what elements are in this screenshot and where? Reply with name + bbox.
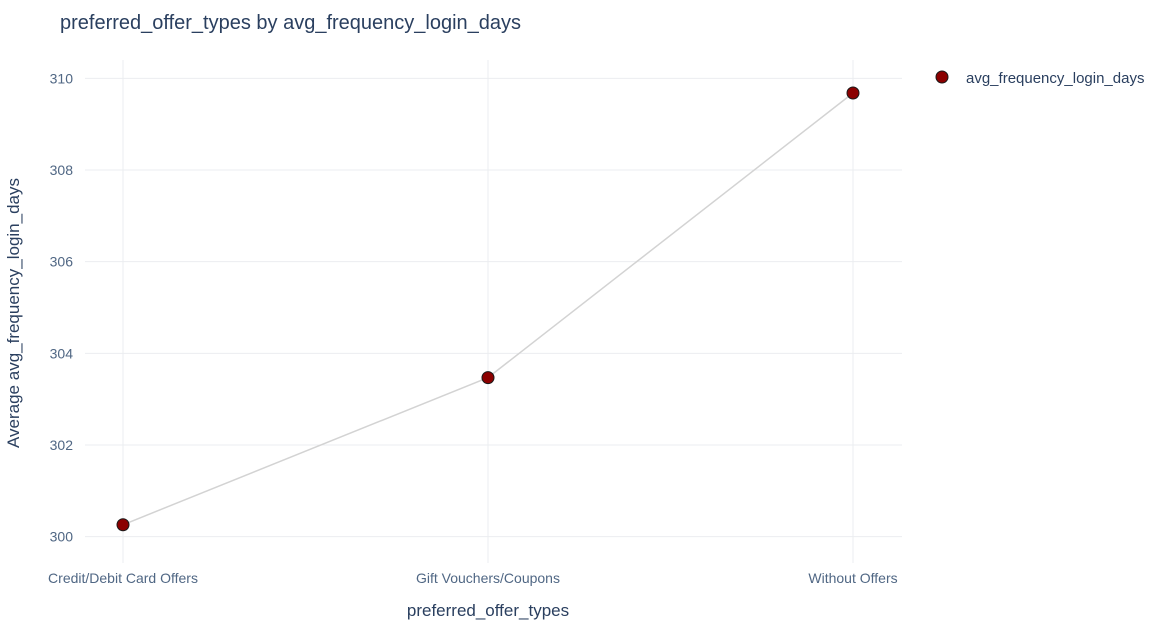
x-tick-label: Without Offers [808, 570, 897, 586]
y-tick-label: 310 [50, 70, 74, 86]
data-point[interactable] [116, 518, 130, 532]
grid-lines [85, 60, 902, 563]
data-point[interactable] [846, 86, 860, 100]
y-tick-label: 306 [50, 254, 74, 270]
data-point[interactable] [481, 371, 495, 385]
x-axis-label: preferred_offer_types [407, 601, 569, 620]
x-tick-label: Credit/Debit Card Offers [48, 570, 198, 586]
chart-title: preferred_offer_types by avg_frequency_l… [60, 12, 521, 34]
y-axis-ticks: 300 302 304 306 308 310 [50, 70, 74, 544]
y-tick-label: 302 [50, 437, 74, 453]
y-tick-label: 304 [50, 345, 74, 361]
y-tick-label: 308 [50, 162, 74, 178]
legend-label: avg_frequency_login_days [966, 70, 1144, 87]
legend-marker-icon [935, 70, 949, 84]
y-tick-label: 300 [50, 529, 74, 545]
x-axis-ticks: Credit/Debit Card Offers Gift Vouchers/Co… [48, 570, 898, 586]
x-tick-label: Gift Vouchers/Coupons [416, 570, 560, 586]
series-layer [116, 86, 860, 532]
legend[interactable]: avg_frequency_login_days [935, 70, 1144, 87]
y-axis-label: Average avg_frequency_login_days [4, 178, 23, 448]
